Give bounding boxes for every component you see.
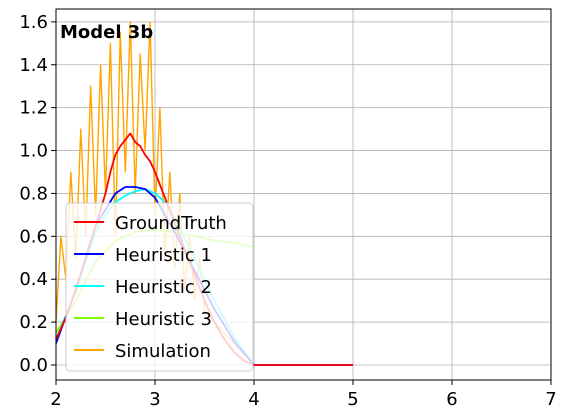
y-tick-label: 1.6 <box>19 12 48 33</box>
x-tick-label: 3 <box>149 389 160 410</box>
legend-label-heuristic-1: Heuristic 1 <box>115 245 212 266</box>
x-tick-label: 6 <box>446 389 457 410</box>
y-tick-label: 0.6 <box>19 226 48 247</box>
y-tick-label: 0.2 <box>19 312 48 333</box>
x-tick-label: 7 <box>545 389 556 410</box>
y-tick-label: 1.4 <box>19 55 48 76</box>
model-annotation: Model 3b <box>60 22 153 43</box>
y-tick-label: 0.0 <box>19 355 48 376</box>
y-tick-label: 1.0 <box>19 141 48 162</box>
x-tick-label: 5 <box>347 389 358 410</box>
legend-label-simulation: Simulation <box>115 341 211 362</box>
legend-box <box>65 202 254 372</box>
x-tick-label: 4 <box>248 389 259 410</box>
legend-entries: GroundTruth Heuristic 1 Heuristic 2 Heurist… <box>74 213 227 362</box>
axis-ticks: 2 3 4 5 6 7 0.0 0.2 0.4 0.6 0.8 1.0 1.2 1.4 1.6 <box>19 12 556 410</box>
y-tick-label: 0.4 <box>19 269 48 290</box>
plot-frame <box>55 8 552 381</box>
x-tick-label: 2 <box>50 389 61 410</box>
legend-label-heuristic-3: Heuristic 3 <box>115 309 212 330</box>
legend-label-heuristic-2: Heuristic 2 <box>115 277 212 298</box>
y-tick-label: 0.8 <box>19 183 48 204</box>
legend-label-groundtruth: GroundTruth <box>115 213 227 234</box>
y-tick-label: 1.2 <box>19 98 48 119</box>
legend: GroundTruth Heuristic 1 Heuristic 2 Heurist… <box>65 202 254 372</box>
